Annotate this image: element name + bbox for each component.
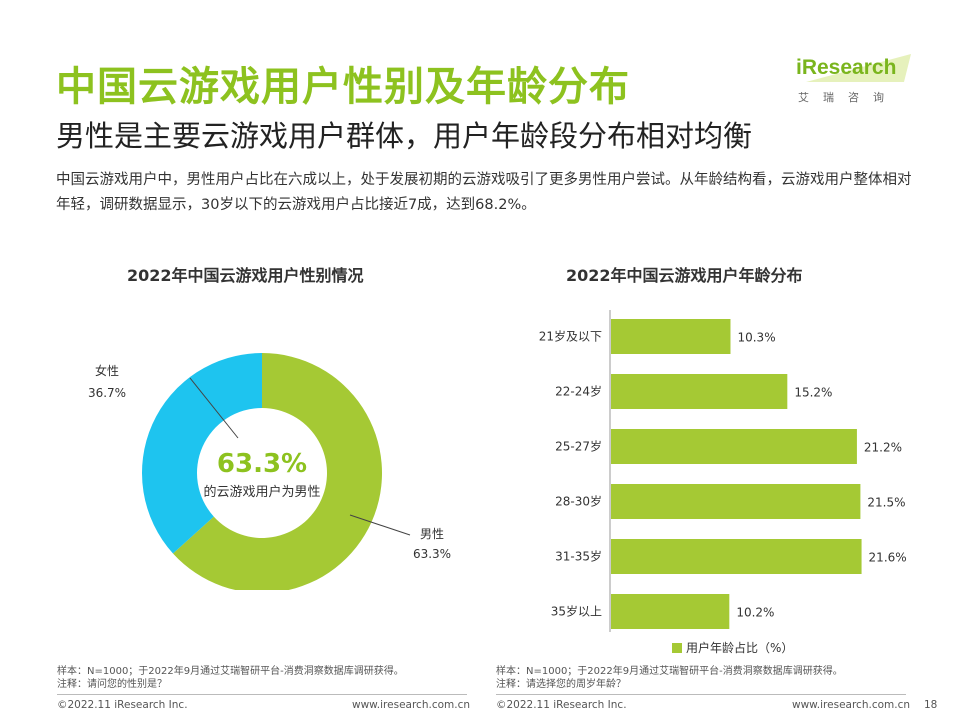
right-footer-divider: [496, 694, 906, 695]
female-label: 女性: [95, 363, 119, 378]
gender-donut-chart: 女性 36.7% 男性 63.3% 63.3% 的云游戏用户为男性: [88, 353, 451, 590]
iresearch-logo: iResearch 艾瑞咨询: [796, 52, 916, 112]
left-url: www.iresearch.com.cn: [352, 699, 471, 711]
male-label: 男性: [420, 527, 444, 541]
male-value: 63.3%: [413, 547, 451, 561]
page-number: 18: [924, 699, 938, 711]
left-note: 样本：N=1000；于2022年9月通过艾瑞智研平台-消费洞察数据库调研获得。 …: [57, 665, 404, 691]
left-copyright: ©2022.11 iResearch Inc.: [57, 699, 188, 711]
donut-center-value: 63.3%: [217, 449, 307, 479]
age-bar: [611, 429, 857, 464]
age-bar: [611, 484, 861, 519]
age-value-label: 21.6%: [869, 551, 907, 565]
right-note: 样本：N=1000；于2022年9月通过艾瑞智研平台-消费洞察数据库调研获得。 …: [496, 665, 843, 691]
age-category-label: 22-24岁: [555, 384, 602, 399]
age-bar: [611, 539, 862, 574]
donut-slice-female: [141, 353, 262, 554]
age-value-label: 21.2%: [864, 441, 902, 455]
page-subtitle: 男性是主要云游戏用户群体，用户年龄段分布相对均衡: [56, 119, 753, 153]
page-description: 中国云游戏用户中，男性用户占比在六成以上，处于发展初期的云游戏吸引了更多男性用户…: [56, 172, 912, 213]
female-value: 36.7%: [88, 386, 126, 400]
age-value-label: 10.3%: [737, 331, 775, 345]
age-value-label: 21.5%: [867, 496, 905, 510]
age-bar: [611, 594, 730, 629]
male-leader-line: [349, 514, 411, 536]
age-chart-title: 2022年中国云游戏用户年龄分布: [566, 266, 803, 285]
age-bar: [611, 319, 731, 354]
donut-slice-male: [172, 353, 382, 590]
legend-label: 用户年龄占比（%）: [686, 640, 793, 655]
logo-leaf-icon: [806, 54, 911, 82]
right-url: www.iresearch.com.cn: [792, 699, 911, 711]
right-note-question: 注释：请选择您的周岁年龄？: [496, 679, 626, 690]
age-category-label: 35岁以上: [551, 604, 602, 619]
age-bar-chart: 21岁及以下 10.3% 22-24岁 15.2% 25-27岁 21.2% 28-30岁 2…: [539, 310, 907, 655]
page-title: 中国云游戏用户性别及年龄分布: [56, 64, 630, 110]
age-category-label: 21岁及以下: [539, 329, 602, 344]
legend-swatch: [672, 643, 682, 653]
age-category-label: 25-27岁: [555, 439, 602, 454]
logo-name: iResearch: [796, 56, 897, 79]
age-value-label: 15.2%: [794, 386, 832, 400]
logo-subtitle: 艾瑞咨询: [798, 91, 898, 104]
left-note-sample: 样本：N=1000；于2022年9月通过艾瑞智研平台-消费洞察数据库调研获得。: [57, 666, 404, 677]
gender-chart-title: 2022年中国云游戏用户性别情况: [127, 266, 364, 285]
age-category-label: 31-35岁: [555, 549, 602, 564]
age-value-label: 10.2%: [736, 606, 774, 620]
age-bar: [611, 374, 788, 409]
right-note-sample: 样本：N=1000；于2022年9月通过艾瑞智研平台-消费洞察数据库调研获得。: [496, 666, 843, 677]
left-note-question: 注释：请问您的性别是？: [57, 679, 167, 690]
left-footer-divider: [57, 694, 467, 695]
right-copyright: ©2022.11 iResearch Inc.: [496, 699, 627, 711]
donut-center-text: 的云游戏用户为男性: [203, 484, 320, 500]
age-category-label: 28-30岁: [555, 494, 602, 509]
female-leader-line: [189, 377, 239, 439]
